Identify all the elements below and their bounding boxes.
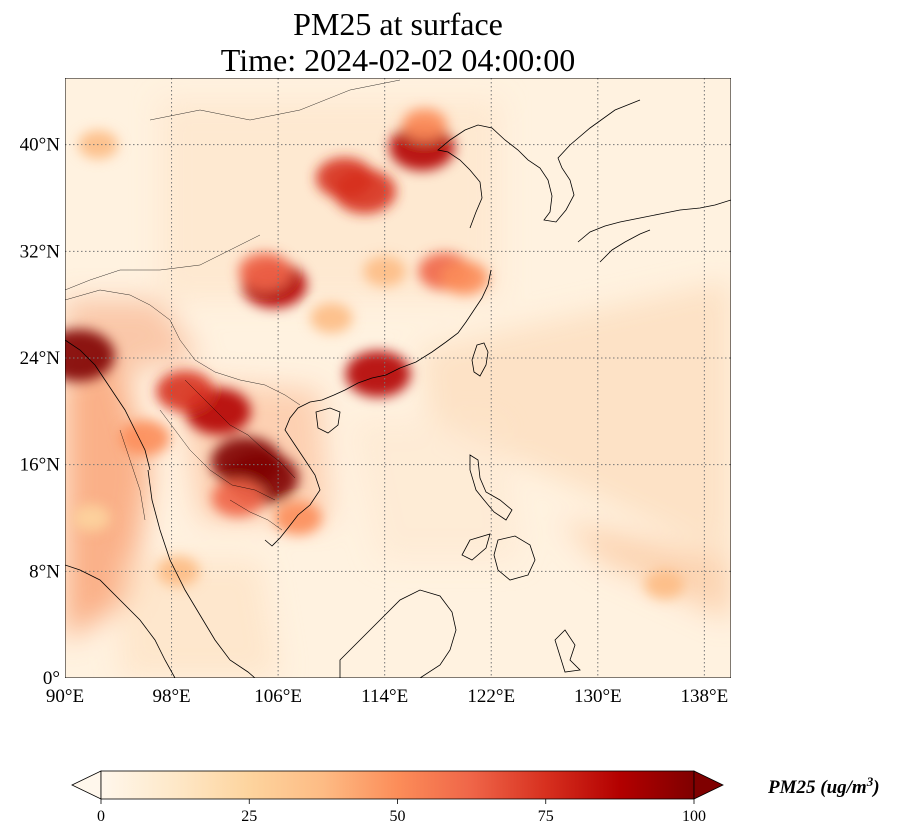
longitude-tick-label: 98°E	[152, 686, 190, 707]
pm25-hotspot	[156, 370, 214, 412]
latitude-tick-label: 32°N	[20, 241, 61, 262]
longitude-tick-label: 138°E	[681, 686, 729, 707]
pm25-hotspot	[315, 157, 374, 199]
pm25-hotspot	[402, 108, 448, 141]
longitude-labels: 90°E 98°E 106°E 114°E 122°E 130°E 138°E	[46, 686, 728, 707]
pm25-hotspot	[211, 479, 265, 517]
colorbar-tick-label: 75	[538, 808, 554, 825]
longitude-tick-label: 114°E	[361, 686, 408, 707]
pm25-hotspot	[440, 261, 489, 295]
colorbar-tick-label: 0	[97, 808, 105, 825]
map-title: PM25 at surface	[293, 6, 503, 42]
pm25-hotspot	[211, 436, 282, 488]
latitude-tick-label: 0°	[43, 668, 60, 689]
colorbar-bar	[100, 770, 695, 800]
pm25-hotspot	[119, 420, 170, 456]
pm25-hotspot	[65, 329, 115, 382]
pm25-hotspot	[310, 302, 353, 334]
pm25-hotspot	[72, 504, 111, 532]
latitude-labels: 0° 8°N 16°N 24°N 32°N 40°N	[20, 135, 61, 689]
pm25-field	[65, 78, 731, 678]
latitude-tick-label: 16°N	[20, 455, 61, 476]
pm25-hotspot	[238, 252, 292, 291]
colorbar-extend-max	[693, 770, 724, 800]
pm25-hotspots	[65, 108, 685, 599]
longitude-tick-label: 130°E	[574, 686, 622, 707]
coastlines	[65, 99, 731, 678]
pm25-hotspot	[345, 350, 411, 398]
colorbar-extend-min	[71, 770, 102, 800]
latitude-tick-label: 40°N	[20, 135, 61, 156]
map-subtitle: Time: 2024-02-02 04:00:00	[220, 42, 576, 78]
colorbar-tick-label: 100	[682, 808, 706, 825]
borders	[65, 79, 401, 531]
pm25-hotspot	[274, 501, 322, 535]
longitude-tick-label: 122°E	[467, 686, 515, 707]
colorbar-tick-label: 25	[241, 808, 257, 825]
longitude-tick-label: 106°E	[254, 686, 302, 707]
latitude-tick-label: 24°N	[20, 348, 61, 369]
graticule	[65, 78, 731, 678]
pm25-hotspot	[644, 570, 685, 599]
colorbar: 0 25 50 75 100 PM25 (ug/m3)	[71, 770, 880, 825]
longitude-tick-label: 90°E	[46, 686, 84, 707]
latitude-tick-label: 8°N	[29, 561, 60, 582]
colorbar-label: PM25 (ug/m3)	[767, 774, 880, 798]
colorbar-ticks: 0 25 50 75 100	[97, 799, 706, 825]
colorbar-tick-label: 50	[390, 808, 406, 825]
